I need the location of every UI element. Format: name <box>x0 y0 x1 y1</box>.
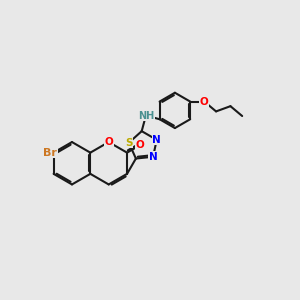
Text: NH: NH <box>138 110 154 121</box>
Text: N: N <box>149 152 158 162</box>
Text: N: N <box>152 135 161 145</box>
Text: Br: Br <box>43 148 57 158</box>
Text: S: S <box>125 138 133 148</box>
Text: O: O <box>200 97 209 106</box>
Text: O: O <box>104 137 113 147</box>
Text: O: O <box>136 140 145 150</box>
